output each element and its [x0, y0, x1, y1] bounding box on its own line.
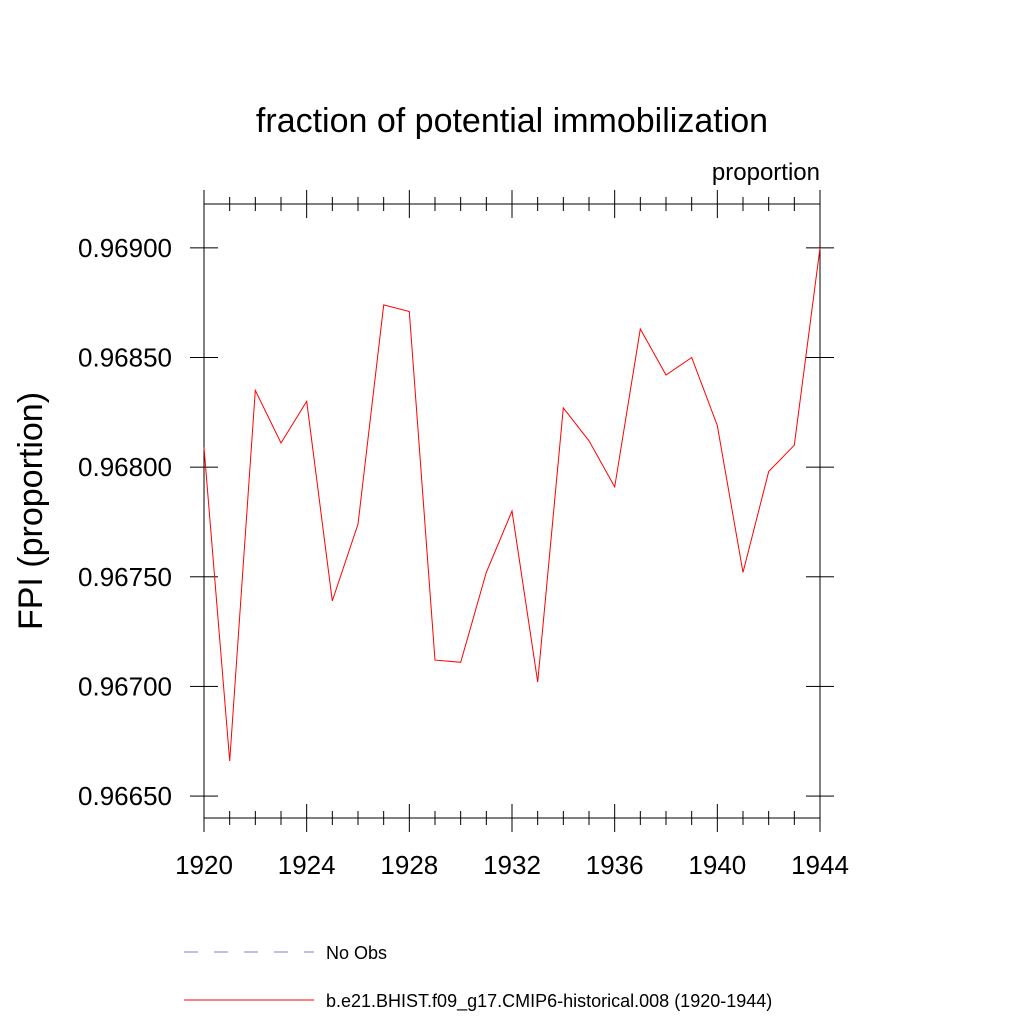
- x-tick-label: 1920: [175, 850, 233, 880]
- data-point: [690, 356, 694, 360]
- data-point: [407, 309, 411, 313]
- y-tick-label: 0.96700: [78, 671, 172, 701]
- data-point: [510, 509, 514, 513]
- data-point: [715, 423, 719, 427]
- data-point: [484, 570, 488, 574]
- data-point: [818, 246, 822, 250]
- data-point: [382, 303, 386, 307]
- chart-title: fraction of potential immobilization: [256, 102, 768, 140]
- plot-area: 1920 1924 1928 1932 1936 1940 1944 0.96650 0.967…: [78, 190, 849, 880]
- data-point: [305, 399, 309, 403]
- data-point: [330, 599, 334, 603]
- data-point: [279, 441, 283, 445]
- y-tick-label: 0.96900: [78, 233, 172, 263]
- data-point: [741, 570, 745, 574]
- legend: No Obs b.e21.BHIST.f09_g17.CMIP6-historic…: [184, 943, 772, 1012]
- legend-label: b.e21.BHIST.f09_g17.CMIP6-historical.008…: [326, 991, 772, 1012]
- y-axis-label: FPI (proportion): [12, 392, 50, 630]
- data-point: [459, 660, 463, 664]
- legend-label: No Obs: [326, 943, 387, 963]
- y-tick-label: 0.96800: [78, 452, 172, 482]
- data-point: [253, 388, 257, 392]
- x-tick-label: 1932: [483, 850, 541, 880]
- data-point: [767, 470, 771, 474]
- data-point: [356, 522, 360, 526]
- data-point: [202, 445, 206, 449]
- y-tick-label: 0.96650: [78, 781, 172, 811]
- data-point: [638, 327, 642, 331]
- data-point: [792, 443, 796, 447]
- x-tick-label: 1924: [278, 850, 336, 880]
- series-line: [203, 247, 821, 762]
- data-point: [613, 485, 617, 489]
- data-point: [561, 406, 565, 410]
- data-point: [587, 439, 591, 443]
- x-tick-label: 1940: [688, 850, 746, 880]
- data-point: [433, 658, 437, 662]
- y-tick-label: 0.96750: [78, 562, 172, 592]
- x-tick-label: 1928: [380, 850, 438, 880]
- x-tick-label: 1944: [791, 850, 849, 880]
- data-point: [228, 759, 232, 763]
- y-tick-label: 0.96850: [78, 343, 172, 373]
- data-point: [536, 680, 540, 684]
- units-label: proportion: [712, 159, 820, 186]
- x-tick-label: 1936: [586, 850, 644, 880]
- data-point: [664, 373, 668, 377]
